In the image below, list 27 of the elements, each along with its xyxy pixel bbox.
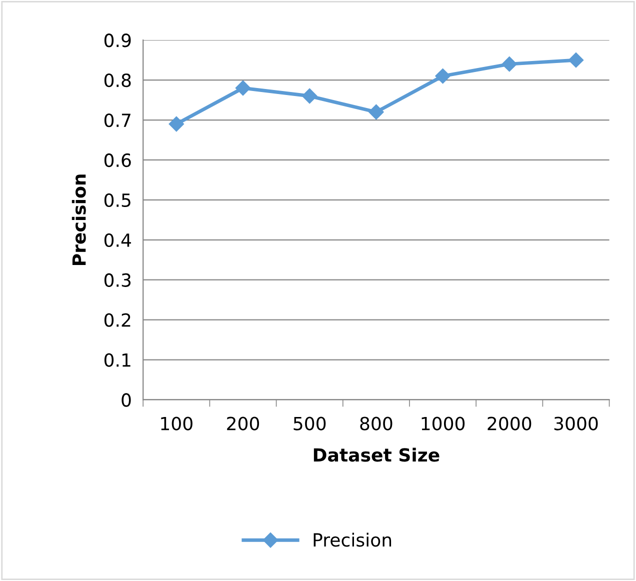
y-tick-label: 0.3: [104, 273, 131, 287]
x-tick-label: 1000: [422, 416, 465, 430]
y-tick-label: 0.2: [104, 313, 130, 327]
x-tick-label: 3000: [554, 416, 598, 430]
point: [302, 88, 318, 104]
y-tick-label: 0.8: [104, 74, 131, 88]
x-axis-title: Dataset Size: [314, 448, 440, 462]
y-tick-label: 0.5: [104, 193, 130, 208]
legend-label: Precision: [314, 532, 392, 547]
y-tick-label: 0.9: [104, 34, 131, 48]
x-tick-label: 800: [360, 416, 392, 430]
y-axis-title: Precision: [72, 174, 86, 265]
y-tick-label: 0.4: [104, 233, 131, 248]
point: [368, 104, 384, 120]
x-tick-label: 200: [227, 416, 260, 430]
point: [568, 52, 584, 68]
x-tick-label: 500: [294, 416, 326, 430]
y-tick-label: 0.6: [104, 153, 131, 168]
y-tick-label: 0.7: [104, 113, 130, 128]
x-tick-label: 100: [161, 416, 192, 430]
point: [235, 80, 251, 96]
y-tick-label: 0.1: [104, 353, 130, 367]
y-tick-label: 0: [122, 393, 131, 407]
point: [435, 68, 450, 84]
point: [502, 56, 517, 72]
x-tick-label: 2000: [488, 416, 532, 430]
point: [168, 116, 184, 132]
